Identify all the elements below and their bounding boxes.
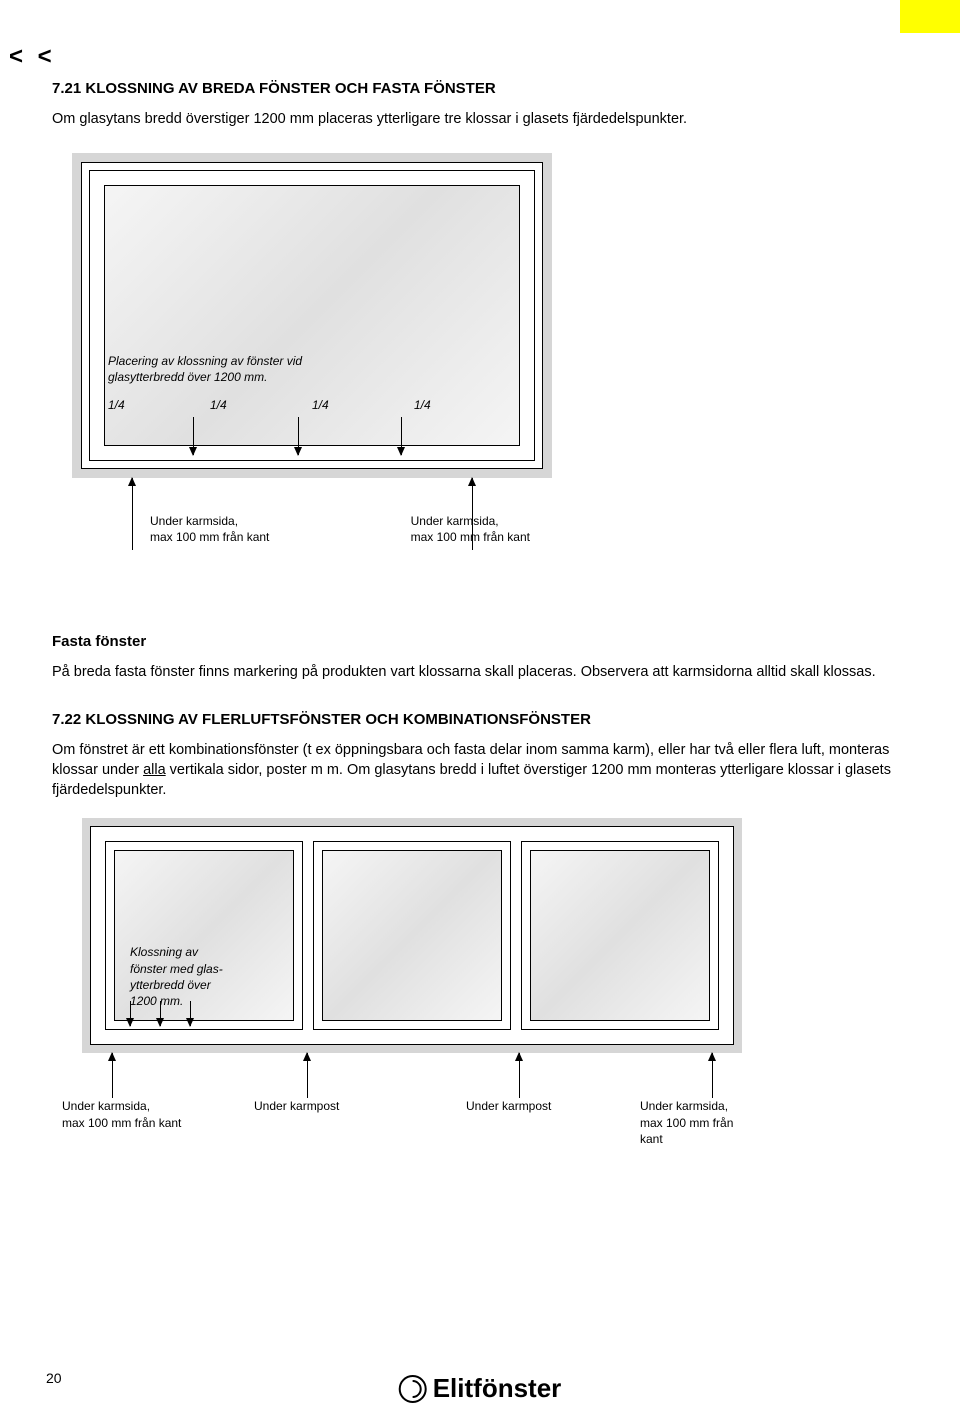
page-content: 7.21 KLOSSNING AV BREDA FÖNSTER OCH FAST… [52,80,900,1158]
figure2-glass [530,850,710,1021]
figure1-frame-sash [89,170,535,461]
section-722-text: Om fönstret är ett kombinationsfönster (… [52,740,900,801]
arrow-up-icon [712,1053,713,1098]
arrow-down-icon [160,1001,161,1026]
figure2-label: Under karmsida,max 100 mm från kant [640,1098,742,1147]
section-721-intro: Om glasytans bredd överstiger 1200 mm pl… [52,109,900,129]
fasta-text: På breda fasta fönster finns markering p… [52,662,900,682]
section-721-heading: 7.21 KLOSSNING AV BREDA FÖNSTER OCH FAST… [52,80,900,97]
figure-wide-window: Placering av klossning av fönster vid gl… [52,153,572,633]
figure2-wall [82,818,742,1053]
figure2-frame-outer [90,826,734,1045]
quarter-label: 1/4 [414,398,516,412]
figure1-frame-outer [81,162,543,469]
figure1-label-right: Under karmsida,max 100 mm från kant [411,513,530,545]
nav-arrows[interactable]: < < [9,43,56,71]
figure2-label: Under karmpost [254,1098,339,1114]
figure1-wall [72,153,552,478]
figure1-label-left: Under karmsida,max 100 mm från kant [150,513,269,545]
arrow-down-icon [298,417,299,455]
arrow-up-icon [519,1053,520,1098]
figure1-bottom-labels: Under karmsida,max 100 mm från kant Unde… [150,513,530,545]
arrow-up-icon [132,478,133,550]
quarter-label: 1/4 [210,398,312,412]
figure2-label: Under karmsida,max 100 mm från kant [62,1098,181,1130]
brand-name: Elitfönster [433,1373,562,1404]
quarter-label: 1/4 [108,398,210,412]
section-722-heading: 7.22 KLOSSNING AV FLERLUFTSFÖNSTER OCH K… [52,711,900,728]
footer-brand: Elitfönster [399,1373,562,1404]
figure-multi-window: Klossning avfönster med glas-ytterbredd … [82,818,742,1158]
arrow-down-icon [190,1001,191,1026]
figure2-note: Klossning avfönster med glas-ytterbredd … [130,944,260,1009]
arrow-down-icon [193,417,194,455]
figure2-glass [322,850,502,1021]
page-number: 20 [46,1370,62,1386]
arrow-down-icon [401,417,402,455]
arrow-up-icon [307,1053,308,1098]
figure2-pane [313,841,511,1030]
figure1-quarter-labels: 1/4 1/4 1/4 1/4 [108,398,516,412]
figure2-pane [521,841,719,1030]
fasta-subheading: Fasta fönster [52,633,900,650]
figure1-note: Placering av klossning av fönster vid gl… [108,353,338,385]
quarter-label: 1/4 [312,398,414,412]
brand-icon [399,1375,427,1403]
arrow-down-icon [130,1001,131,1026]
arrow-up-icon [112,1053,113,1098]
page-tab [900,0,960,33]
figure2-label: Under karmpost [466,1098,551,1114]
